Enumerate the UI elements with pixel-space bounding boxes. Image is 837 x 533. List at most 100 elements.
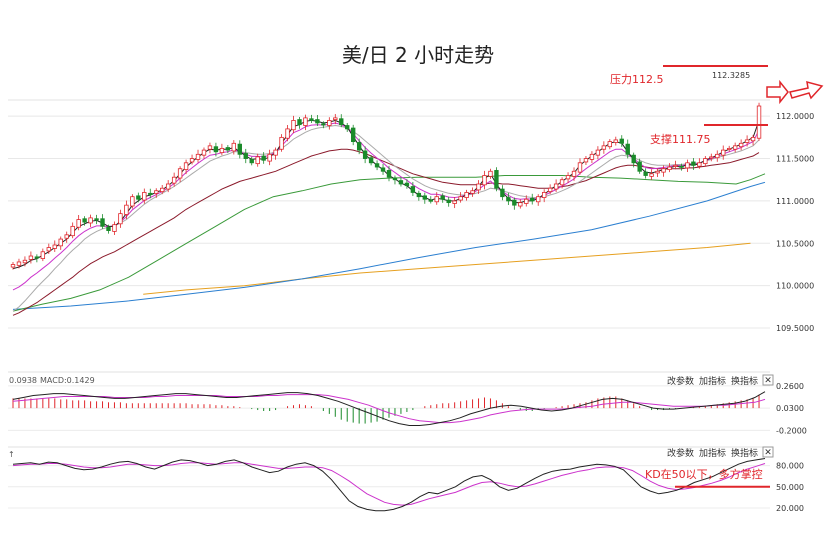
candlestick bbox=[482, 170, 487, 190]
candle-body bbox=[655, 170, 660, 174]
candlestick bbox=[118, 209, 123, 228]
candlestick bbox=[536, 194, 541, 206]
candle-body bbox=[237, 143, 242, 155]
candle-body bbox=[154, 190, 159, 194]
candle-body bbox=[565, 175, 571, 180]
candle-body bbox=[321, 123, 326, 126]
candlestick bbox=[697, 158, 702, 169]
candlestick bbox=[368, 155, 374, 166]
macd-tick-label: 0.0300 bbox=[776, 404, 804, 413]
ma-maroon-line bbox=[12, 148, 760, 316]
candle-body bbox=[303, 117, 308, 126]
candlestick bbox=[231, 140, 237, 155]
candlestick bbox=[721, 145, 726, 160]
switch-indicator-link[interactable]: 换指标 bbox=[731, 375, 758, 387]
candle-body bbox=[553, 183, 559, 190]
candle-body bbox=[94, 218, 99, 221]
candle-body bbox=[368, 157, 374, 164]
y-tick-label: 111.5000 bbox=[776, 155, 814, 164]
candle-body bbox=[201, 149, 207, 156]
candlestick bbox=[309, 114, 314, 123]
candlestick bbox=[58, 236, 63, 250]
candlestick bbox=[410, 181, 416, 197]
candle-body bbox=[416, 192, 422, 198]
candle-body bbox=[243, 153, 248, 159]
candle-body bbox=[494, 170, 499, 189]
candlestick bbox=[10, 261, 16, 270]
candle-body bbox=[52, 244, 57, 249]
candlestick bbox=[374, 160, 380, 171]
candle-body bbox=[422, 195, 427, 200]
candle-body bbox=[541, 192, 547, 198]
candlestick bbox=[744, 135, 750, 147]
y-tick-label: 109.5000 bbox=[776, 324, 814, 333]
chart-title: 美/日 2 小时走势 bbox=[342, 43, 494, 67]
candlestick bbox=[237, 140, 242, 159]
candlestick bbox=[530, 193, 535, 205]
candlestick bbox=[70, 222, 75, 239]
candle-body bbox=[547, 187, 553, 193]
candlestick bbox=[703, 156, 708, 167]
candlestick bbox=[571, 167, 577, 181]
ma-green-line bbox=[12, 173, 766, 312]
candle-body bbox=[559, 179, 565, 186]
macd-tick-label: -0.2000 bbox=[776, 426, 807, 435]
candle-body bbox=[10, 264, 16, 268]
candle-body bbox=[613, 139, 618, 143]
add-indicator-link[interactable]: 加指标 bbox=[699, 447, 726, 459]
candlestick bbox=[46, 243, 51, 254]
candlestick bbox=[386, 165, 392, 182]
close-button[interactable] bbox=[762, 374, 774, 386]
candlestick bbox=[380, 163, 386, 175]
candlestick bbox=[715, 150, 720, 162]
candle-body bbox=[82, 218, 87, 223]
switch-indicator-link[interactable]: 换指标 bbox=[731, 447, 758, 459]
candlestick bbox=[82, 216, 87, 226]
candlestick bbox=[541, 189, 547, 203]
candlestick bbox=[267, 149, 272, 166]
macd-value-label: 0.0938 bbox=[9, 376, 37, 385]
candle-body bbox=[273, 149, 278, 156]
candlestick bbox=[494, 167, 499, 192]
support-label: 支撑111.75 bbox=[650, 132, 711, 146]
change-params-link[interactable]: 改参数 bbox=[667, 447, 694, 459]
candlestick bbox=[350, 124, 356, 146]
candle-body bbox=[100, 218, 105, 227]
candlestick bbox=[428, 196, 433, 204]
candle-body bbox=[16, 261, 22, 266]
close-button[interactable] bbox=[762, 446, 774, 458]
candlestick bbox=[255, 153, 260, 167]
candlestick bbox=[613, 136, 618, 146]
candlestick bbox=[154, 188, 159, 198]
candle-body bbox=[255, 156, 260, 165]
candlestick bbox=[404, 179, 410, 189]
candlestick bbox=[434, 192, 439, 205]
candlestick bbox=[732, 142, 738, 153]
candle-body bbox=[458, 196, 463, 201]
candlestick bbox=[345, 122, 350, 132]
candle-body bbox=[637, 161, 642, 172]
candle-body bbox=[148, 192, 153, 195]
candle-body bbox=[440, 195, 445, 200]
candlestick bbox=[589, 151, 595, 163]
kd-k-line bbox=[12, 458, 766, 512]
candle-body bbox=[124, 204, 129, 215]
kd-tick-label: 50.000 bbox=[776, 483, 804, 492]
candlestick bbox=[595, 146, 601, 160]
candle-body bbox=[130, 196, 135, 207]
candlestick bbox=[524, 195, 529, 207]
candlestick bbox=[661, 165, 666, 177]
candle-body bbox=[207, 145, 213, 150]
candlestick bbox=[249, 156, 254, 166]
candle-body bbox=[691, 161, 696, 166]
candlestick bbox=[64, 231, 69, 243]
candle-body bbox=[261, 155, 266, 161]
candle-body bbox=[58, 238, 63, 247]
candle-body bbox=[464, 192, 469, 198]
kd-tick-label: 80.000 bbox=[776, 462, 804, 471]
change-params-link[interactable]: 改参数 bbox=[667, 375, 694, 387]
candle-body bbox=[500, 188, 505, 198]
candlestick bbox=[547, 184, 553, 195]
add-indicator-link[interactable]: 加指标 bbox=[699, 375, 726, 387]
